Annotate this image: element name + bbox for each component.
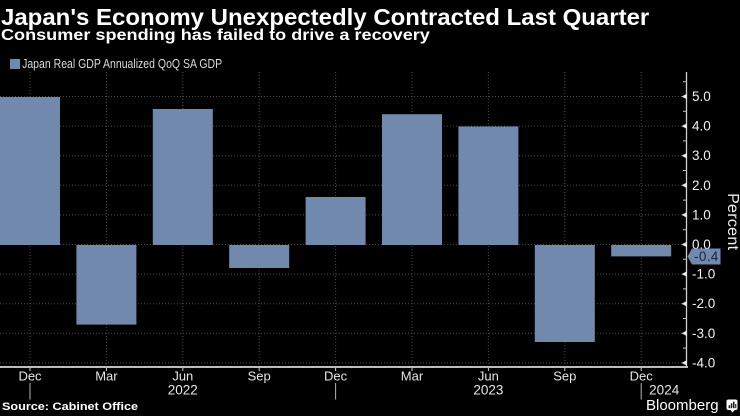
svg-text:-2.0: -2.0 [692,296,715,311]
svg-text:2023: 2023 [473,383,503,398]
svg-text:Dec: Dec [630,369,654,384]
svg-text:5.0: 5.0 [692,89,711,104]
svg-text:0.0: 0.0 [692,237,711,252]
svg-text:Jun: Jun [172,369,193,384]
svg-text:Percent: Percent [724,193,740,250]
svg-text:3.0: 3.0 [692,148,711,163]
svg-text:Mar: Mar [95,369,118,384]
svg-text:-4.0: -4.0 [692,355,715,370]
svg-text:Sep: Sep [248,369,271,384]
svg-text:Mar: Mar [401,369,424,384]
svg-text:2024: 2024 [649,383,680,398]
svg-text:Jun: Jun [478,369,499,384]
svg-text:2022: 2022 [168,383,198,398]
svg-text:4.0: 4.0 [692,119,711,134]
svg-text:-0.4: -0.4 [694,249,719,264]
svg-text:2.0: 2.0 [692,178,711,193]
svg-text:Dec: Dec [324,369,348,384]
svg-text:1.0: 1.0 [692,207,711,222]
svg-text:Dec: Dec [18,369,42,384]
svg-text:Sep: Sep [553,369,576,384]
svg-text:-1.0: -1.0 [692,267,715,282]
svg-text:-3.0: -3.0 [692,326,715,341]
